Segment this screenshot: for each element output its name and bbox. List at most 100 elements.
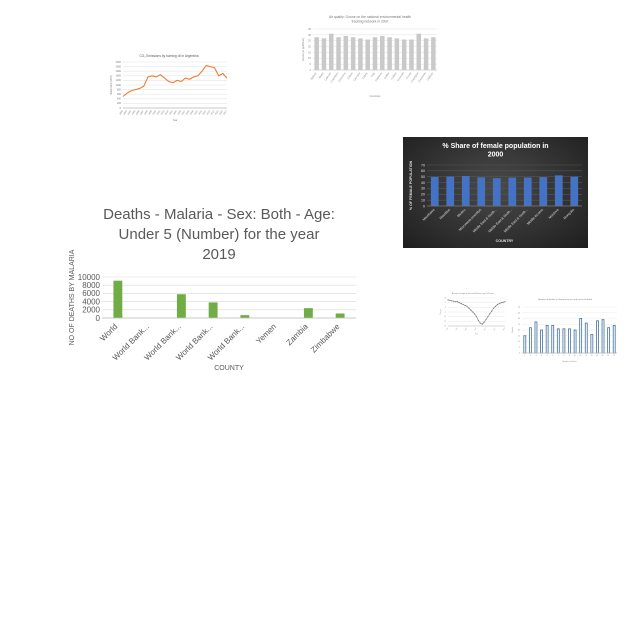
x-tick-label: 2014 [211,110,216,116]
bar [430,176,439,206]
x-tick-label: 2 [530,355,531,357]
y-tick-label: 10 [518,341,520,343]
data-point [487,316,489,318]
bar [394,38,400,70]
x-tick-label: Mauritius [439,208,452,221]
x-tick-label: 4 [541,355,542,357]
data-point [504,301,506,303]
y-tick-label: 400 [117,98,122,101]
x-tick-label: 3 [536,355,537,357]
x-tick-label: 1990 [446,327,449,331]
x-tick-label: Mauritania [422,208,436,222]
y-tick-label: 5 [310,62,312,66]
x-tick-label: 2006 [178,110,183,116]
y-tick-label: 25 [308,39,311,43]
bar [113,280,123,318]
bar [321,38,327,70]
x-tick-label: 2007 [182,110,187,116]
x-tick-label: Calhoun [323,71,332,82]
y-tick-label: 10 [444,298,446,300]
bar [562,328,566,354]
data-point [458,302,460,304]
y-tick-label: 0 [120,107,122,110]
bar [584,322,588,354]
x-tick-label: 2012 [203,110,208,116]
bar [551,324,555,354]
x-tick-label: Choctaw [352,71,361,82]
chart-title-line: % Share of female population in [442,143,548,150]
women-change-line-chart: Annual change in the total Women per 100… [440,292,506,336]
bar [523,335,527,354]
x-tick-label: Covington [410,71,420,83]
bar [336,37,341,70]
data-point [479,322,481,324]
x-tick-label: 1995 [455,327,458,331]
bar [208,302,218,318]
data-point [483,321,485,323]
ozone-bar-panel: Air quality: Ozone on the national envir… [299,12,441,100]
chart-title-line: 2000 [488,152,504,159]
y-tick-label: 10 [308,56,311,60]
x-tick-label: Coffee [383,71,391,80]
x-tick-label: 10 [574,355,576,357]
x-tick-label: 17 [613,355,615,357]
y-tick-label: 15 [518,335,520,337]
data-point [498,303,500,305]
x-tick-label: World [98,322,119,343]
y-tick-label: 20 [518,330,520,332]
bar [387,37,392,70]
y-tick-label: 4000 [82,297,100,306]
x-tick-label: 9 [569,355,570,357]
bar [579,318,583,354]
data-point [489,313,491,315]
chart-title-line: Deaths - Malaria - Sex: Both - Age: [103,206,335,223]
y-tick-label: 30 [308,33,311,37]
bar [446,176,455,206]
x-tick-label: 8 [564,355,565,357]
y-tick-label: 30 [421,187,425,191]
bar [314,37,319,70]
bar [358,38,363,70]
x-tick-label: Moldova [548,208,560,220]
y-tick-label: 40 [421,181,425,185]
x-axis-label: COUNTY [214,365,244,372]
x-tick-label: 2010 [484,327,487,331]
bar [573,329,577,354]
y-tick-label: 0 [310,68,312,72]
y-tick-label: 35 [308,27,311,31]
bar [607,327,610,354]
x-tick-label: 2016 [219,110,224,116]
y-tick-label: 8000 [82,281,100,290]
x-tick-label: Butler [318,71,325,79]
x-tick-label: Chambers [329,71,340,84]
bar [554,175,563,206]
guyana-deaths-panel: Number of deaths in Guyana by sex and ca… [510,295,620,363]
y-tick-label: -15 [444,321,446,323]
x-tick-label: Cherokee [337,71,347,83]
x-tick-label: Zambia [285,322,311,348]
y-tick-label: 40 [518,307,520,309]
x-tick-label: 1993 [124,110,129,116]
x-tick-label: 2017 [223,110,228,116]
data-point [453,300,455,302]
x-tick-label: 2020 [503,327,506,331]
chart-title: Deaths - Malaria - Sex: Both - Age: Under… [103,206,335,263]
data-point [451,300,453,302]
x-tick-label: Yemen [254,322,278,346]
x-tick-label: 2005 [173,110,178,116]
bar [570,176,579,206]
bar [539,177,548,206]
y-axis-label: Ozone (in ppb/hour) [301,38,305,61]
bar [529,327,532,354]
x-tick-label: 16 [607,355,609,357]
malaria-bar-chart: Deaths - Malaria - Sex: Both - Age: Under… [69,206,356,372]
x-tick-label: Cleburne [374,71,384,82]
y-tick-label: 0 [445,307,446,309]
data-point [496,303,498,306]
chart-title: Annual change in the total Women per 100… [452,292,494,295]
x-axis-label: Number of deaths [562,360,576,363]
bar [601,319,605,354]
x-tick-label: Coosa [405,71,413,80]
y-tick-label: -10 [444,316,446,318]
bar [556,328,560,354]
